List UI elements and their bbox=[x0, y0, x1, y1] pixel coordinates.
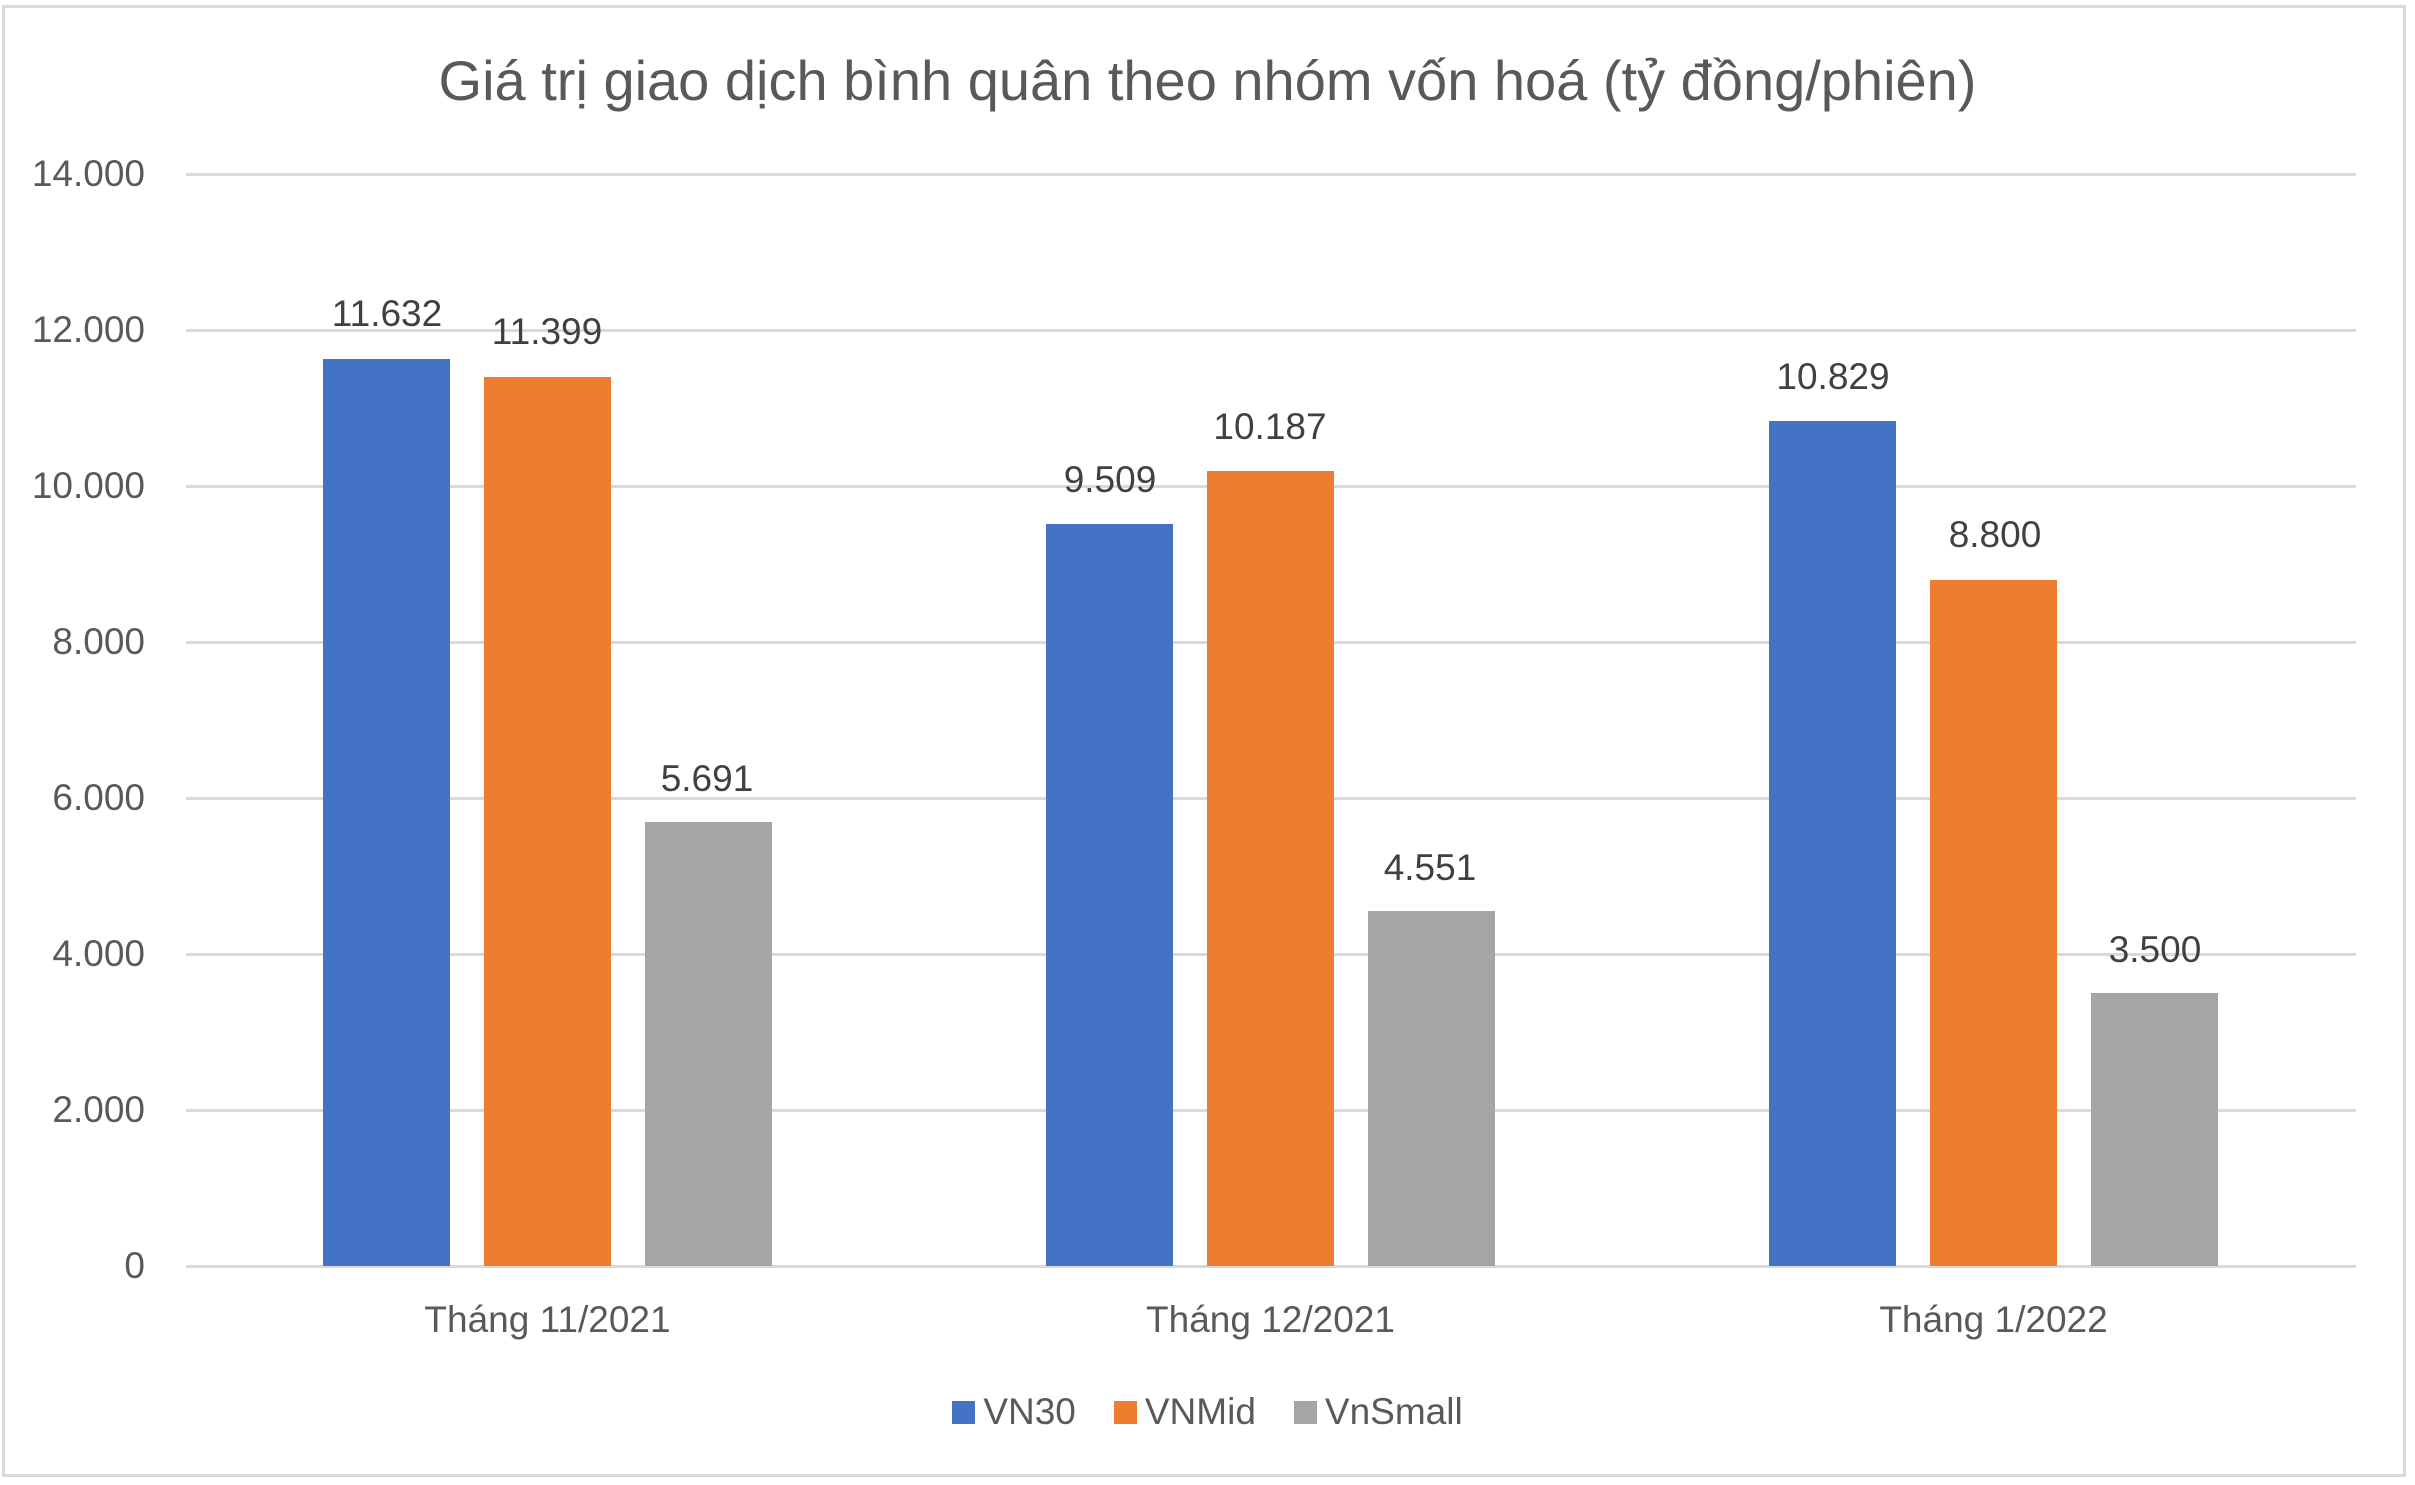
data-label-vn30-nov: 11.632 bbox=[331, 293, 443, 334]
y-tick-label: 14.000 bbox=[31, 153, 145, 194]
y-tick-label: 8.000 bbox=[52, 621, 145, 662]
legend-item-vnsmall: VnSmall bbox=[1293, 1391, 1463, 1433]
data-label-vn30-dec: 9.509 bbox=[1063, 459, 1157, 500]
legend-swatch-icon bbox=[952, 1400, 976, 1424]
bar-vn30 bbox=[1769, 421, 1896, 1266]
bar-vn30 bbox=[323, 358, 450, 1266]
data-label-vnsmall-dec: 4.551 bbox=[1383, 847, 1477, 888]
chart-title: Giá trị giao dịch bình quân theo nhóm vố… bbox=[438, 49, 1977, 112]
data-label-vnmid-nov: 11.399 bbox=[491, 311, 603, 352]
x-category-label: Tháng 12/2021 bbox=[1146, 1299, 1395, 1340]
data-label-vn30-jan: 10.829 bbox=[1776, 356, 1890, 397]
y-tick-label: 6.000 bbox=[52, 777, 145, 818]
data-label-vnmid-jan: 8.800 bbox=[1948, 514, 2042, 555]
data-label-vnsmall-nov: 5.691 bbox=[660, 758, 754, 799]
legend-swatch-icon bbox=[1113, 1400, 1137, 1424]
bar-vnmid bbox=[1207, 471, 1334, 1266]
chart-legend: VN30 VNMid VnSmall bbox=[0, 1390, 2415, 1434]
y-tick-label: 0 bbox=[124, 1245, 145, 1286]
legend-label: VNMid bbox=[1144, 1391, 1256, 1432]
x-axis-line bbox=[186, 1265, 2356, 1268]
legend-item-vnmid: VNMid bbox=[1113, 1391, 1256, 1433]
bar-vnsmall bbox=[2091, 993, 2218, 1266]
y-tick-label: 2.000 bbox=[52, 1089, 145, 1130]
y-tick-label: 4.000 bbox=[52, 933, 145, 974]
data-label-vnmid-dec: 10.187 bbox=[1213, 406, 1327, 447]
bar-vnsmall bbox=[645, 822, 772, 1266]
legend-item-vn30: VN30 bbox=[952, 1391, 1076, 1433]
bar-vnsmall bbox=[1368, 911, 1495, 1266]
legend-label: VnSmall bbox=[1324, 1391, 1463, 1432]
y-tick-label: 12.000 bbox=[31, 309, 145, 350]
legend-label: VN30 bbox=[983, 1391, 1076, 1432]
bar-vnmid bbox=[1930, 579, 2057, 1266]
bar-vnmid bbox=[484, 376, 611, 1266]
x-category-label: Tháng 11/2021 bbox=[424, 1299, 671, 1340]
bar-vn30 bbox=[1046, 524, 1173, 1266]
y-tick-label: 10.000 bbox=[31, 465, 145, 506]
data-label-vnsmall-jan: 3.500 bbox=[2108, 929, 2202, 970]
gridline bbox=[186, 173, 2356, 176]
x-category-label: Tháng 1/2022 bbox=[1879, 1299, 2108, 1340]
gridline bbox=[186, 329, 2356, 332]
legend-swatch-icon bbox=[1293, 1400, 1317, 1424]
